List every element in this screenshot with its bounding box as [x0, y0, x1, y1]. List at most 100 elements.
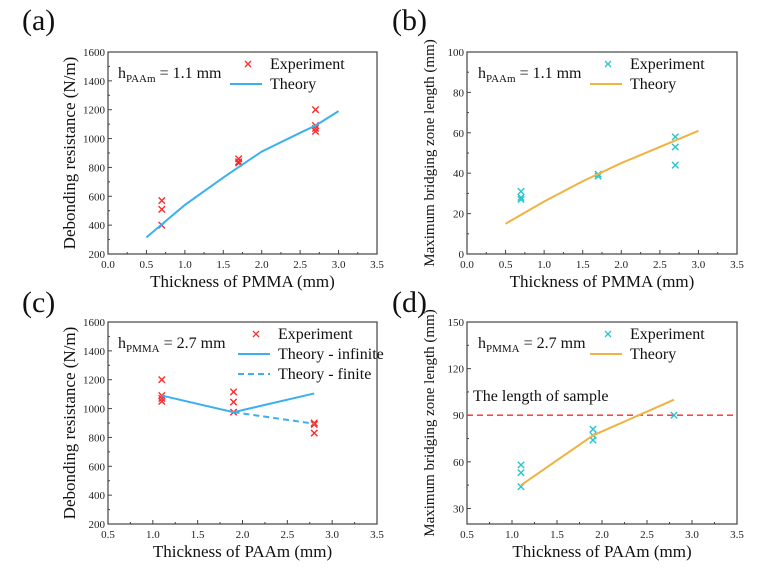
y-tick-label: 200: [89, 519, 106, 531]
y-tick-label: 20: [453, 209, 465, 221]
legend-label: Experiment: [630, 56, 705, 73]
data-point: [158, 397, 166, 406]
x-tick-label: 0.5: [499, 259, 513, 271]
series-line-theory: [520, 398, 675, 486]
data-point: [158, 196, 166, 205]
chart-panel-c: (c) 0.5 1.0 1.5 2.0 2.5 3.0 3.5 200 400 600 800 1000…: [22, 286, 384, 561]
y-axis-title: Maximum bridging zone length (mm): [422, 39, 438, 266]
x-tick-label: 1.5: [216, 259, 230, 271]
data-point: [517, 469, 525, 477]
series-line-theory-finite: [233, 411, 315, 425]
x-tick-label: 0.5: [101, 529, 115, 541]
series-line-theory-infinite: [161, 392, 315, 414]
y-tick-label: 120: [448, 364, 465, 376]
annotation-subscript: PMMA: [126, 343, 160, 355]
annotation-subscript: PAAm: [486, 73, 516, 85]
y-tick-label: 1400: [83, 346, 106, 358]
y-tick-label: 40: [453, 168, 465, 180]
legend-label: Theory: [270, 76, 316, 93]
x-tick-label: 0.5: [140, 259, 154, 271]
parameter-annotation: hPAAm = 1.1 mm: [478, 65, 582, 85]
data-point: [311, 127, 320, 136]
y-tick-label: 800: [89, 432, 106, 444]
x-axis-title: Thickness of PMMA (mm): [510, 272, 695, 291]
data-point: [517, 187, 525, 196]
y-tick-label: 600: [89, 191, 106, 203]
annotation-main: h: [118, 335, 126, 352]
y-axis-title: Debonding resistance (N/m): [60, 327, 79, 520]
x-tick-label: 1.0: [537, 259, 551, 271]
legend-label: Theory: [630, 76, 676, 93]
legend-label: Experiment: [270, 56, 345, 73]
x-tick-label: 3.5: [370, 259, 384, 271]
data-point: [517, 193, 525, 202]
legend-marker-icon: [252, 330, 260, 338]
x-tick-label: 2.0: [236, 529, 250, 541]
y-tick-label: 60: [453, 457, 465, 469]
annotation-value: = 1.1 mm: [516, 65, 582, 82]
legend-marker-icon: [604, 60, 612, 68]
legend-label: Theory: [630, 346, 676, 363]
x-tick-label: 2.0: [595, 529, 609, 541]
panel-label: (a): [22, 4, 55, 37]
data-point: [234, 157, 243, 166]
y-axis-title: Maximum bridging zone length (mm): [422, 309, 438, 536]
annotation-main: h: [478, 65, 486, 82]
panel-label: (d): [392, 286, 427, 319]
x-tick-label: 1.5: [191, 529, 205, 541]
data-point: [229, 388, 238, 396]
y-tick-label: 400: [89, 490, 106, 502]
x-tick-label: 1.0: [146, 529, 160, 541]
x-axis-title: Thickness of PAAm (mm): [512, 542, 691, 561]
legend-marker-icon: [244, 60, 252, 68]
annotation-subscript: PMMA: [486, 343, 520, 355]
annotation-value: = 1.1 mm: [156, 65, 222, 82]
panel-label: (b): [392, 4, 427, 37]
y-tick-label: 1600: [83, 317, 106, 329]
data-point: [670, 411, 678, 419]
annotation-main: h: [478, 335, 486, 352]
y-tick-label: 150: [448, 317, 465, 329]
x-tick-label: 2.5: [293, 259, 307, 271]
annotation-value: = 2.7 mm: [520, 335, 586, 352]
x-tick-label: 3.5: [370, 529, 384, 541]
x-tick-label: 2.0: [614, 259, 628, 271]
data-point: [158, 376, 166, 384]
legend-label: Theory - infinite: [278, 346, 384, 363]
x-tick-label: 3.0: [325, 529, 339, 541]
data-point: [589, 425, 597, 433]
data-point: [310, 429, 318, 437]
y-tick-label: 800: [89, 162, 106, 174]
data-point: [671, 143, 679, 151]
y-tick-label: 60: [453, 128, 465, 140]
parameter-annotation: hPMMA = 2.7 mm: [118, 335, 226, 355]
y-tick-label: 600: [89, 461, 106, 473]
x-tick-label: 0.5: [460, 529, 474, 541]
x-tick-label: 0.0: [101, 259, 115, 271]
series-line-theory: [505, 129, 699, 225]
x-tick-label: 3.5: [730, 529, 744, 541]
y-tick-label: 1600: [83, 47, 106, 59]
annotation-value: = 2.7 mm: [160, 335, 226, 352]
y-tick-label: 400: [89, 220, 106, 232]
x-tick-label: 3.5: [730, 259, 744, 271]
y-tick-label: 80: [453, 87, 465, 99]
series-line-theory: [145, 110, 340, 239]
legend-label: Experiment: [278, 326, 353, 343]
chart-panel-d: (d) 0.5 1.0 1.5 2.0 2.5 3.0 3.5 30 60 90 120 150 Thic…: [392, 286, 744, 561]
x-tick-label: 1.5: [550, 529, 564, 541]
y-tick-label: 1400: [83, 76, 106, 88]
parameter-annotation: hPMMA = 2.7 mm: [478, 335, 586, 355]
x-axis-title: Thickness of PAAm (mm): [153, 542, 332, 561]
y-tick-label: 1000: [83, 134, 106, 146]
x-tick-label: 2.5: [653, 259, 667, 271]
y-tick-label: 1200: [83, 375, 106, 387]
data-point: [310, 420, 318, 429]
data-point: [311, 106, 320, 114]
data-point: [517, 195, 525, 204]
annotation-subscript: PAAm: [126, 73, 156, 85]
y-tick-label: 1000: [83, 404, 106, 416]
y-tick-label: 30: [453, 503, 465, 515]
reference-line-label: The length of sample: [473, 388, 609, 405]
